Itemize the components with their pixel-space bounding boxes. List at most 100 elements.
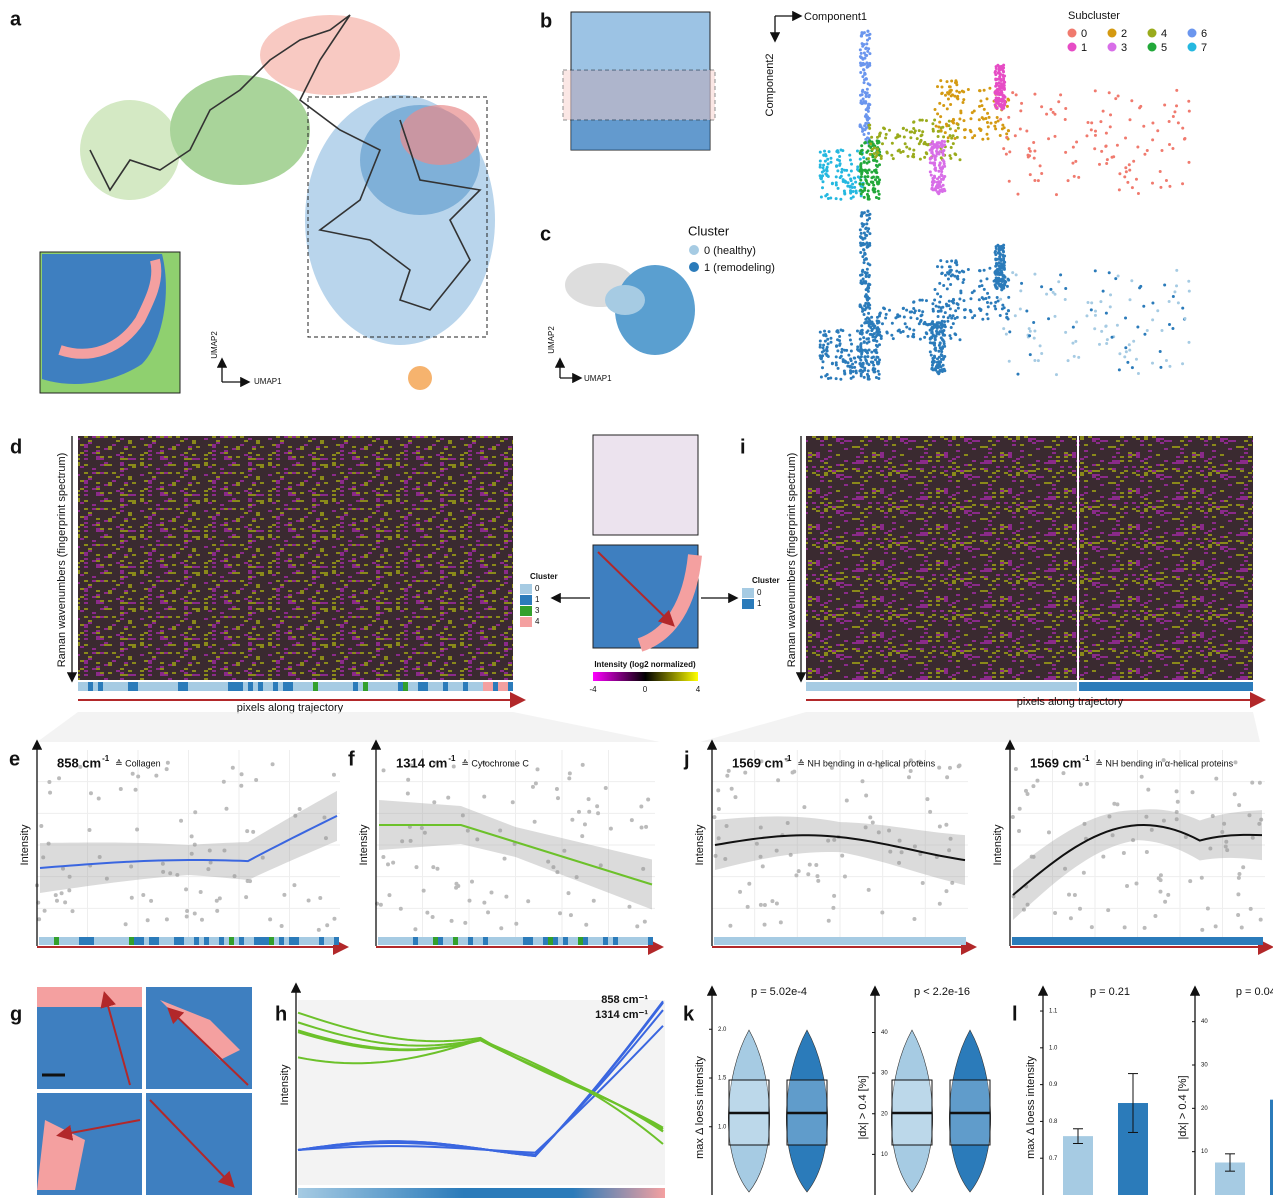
- point: [990, 302, 993, 305]
- point: [839, 342, 842, 345]
- colorbar-tick: 4: [696, 685, 701, 694]
- point: [835, 183, 838, 186]
- point: [939, 167, 942, 170]
- point: [876, 147, 879, 150]
- point: [1015, 93, 1018, 96]
- point: [868, 33, 871, 36]
- point: [863, 304, 866, 307]
- point: [933, 344, 936, 347]
- point: [1151, 121, 1154, 124]
- cluster-bar-cell: [259, 937, 264, 945]
- point: [856, 330, 859, 333]
- cluster-bar-cell: [478, 682, 483, 691]
- point: [1077, 176, 1080, 179]
- point: [996, 282, 999, 285]
- point: [1118, 352, 1121, 355]
- point: [820, 177, 823, 180]
- point: [948, 85, 951, 88]
- point: [936, 112, 939, 115]
- point: [986, 121, 989, 124]
- point: [955, 261, 958, 264]
- point: [1109, 293, 1112, 296]
- point: [1008, 360, 1011, 363]
- axis-label: UMAP2: [210, 331, 219, 359]
- point: [60, 891, 64, 895]
- point: [482, 795, 486, 799]
- point: [862, 363, 865, 366]
- point: [1106, 908, 1110, 912]
- point: [937, 126, 940, 129]
- point: [1105, 342, 1108, 345]
- point: [925, 299, 928, 302]
- point: [950, 146, 953, 149]
- point: [979, 99, 982, 102]
- panel-letter: h: [275, 1003, 287, 1025]
- point: [743, 771, 747, 775]
- legend-swatch: [1068, 43, 1077, 52]
- point: [814, 863, 818, 867]
- cluster-bar-cell: [623, 937, 628, 945]
- point: [1131, 366, 1134, 369]
- point: [871, 335, 874, 338]
- cluster-bar-cell: [279, 937, 284, 945]
- point: [843, 372, 846, 375]
- p-value: p = 0.21: [1090, 986, 1130, 998]
- point: [860, 99, 863, 102]
- point: [870, 356, 873, 359]
- point: [997, 84, 1000, 87]
- axis-label: max Δ loess intensity: [694, 1056, 706, 1159]
- point: [866, 64, 869, 67]
- cluster-bar-cell: [194, 937, 199, 945]
- point: [863, 31, 866, 34]
- point: [1024, 789, 1028, 793]
- point: [733, 795, 737, 799]
- point: [1105, 162, 1108, 165]
- point: [1028, 334, 1031, 337]
- legend-label: 5: [1161, 42, 1167, 54]
- point: [932, 326, 935, 329]
- point: [943, 143, 946, 146]
- cluster-bar-cell: [243, 682, 248, 691]
- point: [1146, 149, 1149, 152]
- point: [860, 162, 863, 165]
- point: [949, 157, 952, 160]
- point: [868, 83, 871, 86]
- point: [838, 155, 841, 158]
- point: [845, 169, 848, 172]
- point: [1163, 900, 1167, 904]
- point: [835, 355, 838, 358]
- point: [999, 272, 1002, 275]
- point: [872, 323, 875, 326]
- colorbar-tick: -4: [589, 685, 597, 694]
- point: [867, 337, 870, 340]
- point: [936, 265, 939, 268]
- point: [1000, 79, 1003, 82]
- point: [969, 297, 972, 300]
- point: [864, 141, 867, 144]
- point: [47, 780, 51, 784]
- point: [850, 170, 853, 173]
- he-image: [593, 435, 698, 535]
- point: [946, 140, 949, 143]
- point: [835, 345, 838, 348]
- cluster-bar-cell: [274, 937, 279, 945]
- point: [869, 142, 872, 145]
- point: [215, 909, 219, 913]
- cluster-bar-cell: [179, 937, 184, 945]
- point: [1259, 918, 1263, 922]
- point: [861, 89, 864, 92]
- point: [868, 283, 871, 286]
- point: [908, 147, 911, 150]
- cluster-bar-cell: [324, 937, 329, 945]
- legend-swatch: [742, 599, 754, 609]
- point: [955, 122, 958, 125]
- point: [943, 140, 946, 143]
- point: [1111, 336, 1114, 339]
- point: [200, 918, 204, 922]
- cluster-bar-cell: [184, 937, 189, 945]
- point: [849, 366, 852, 369]
- point: [998, 88, 1001, 91]
- point: [955, 270, 958, 273]
- point: [996, 91, 999, 94]
- point: [1007, 278, 1010, 281]
